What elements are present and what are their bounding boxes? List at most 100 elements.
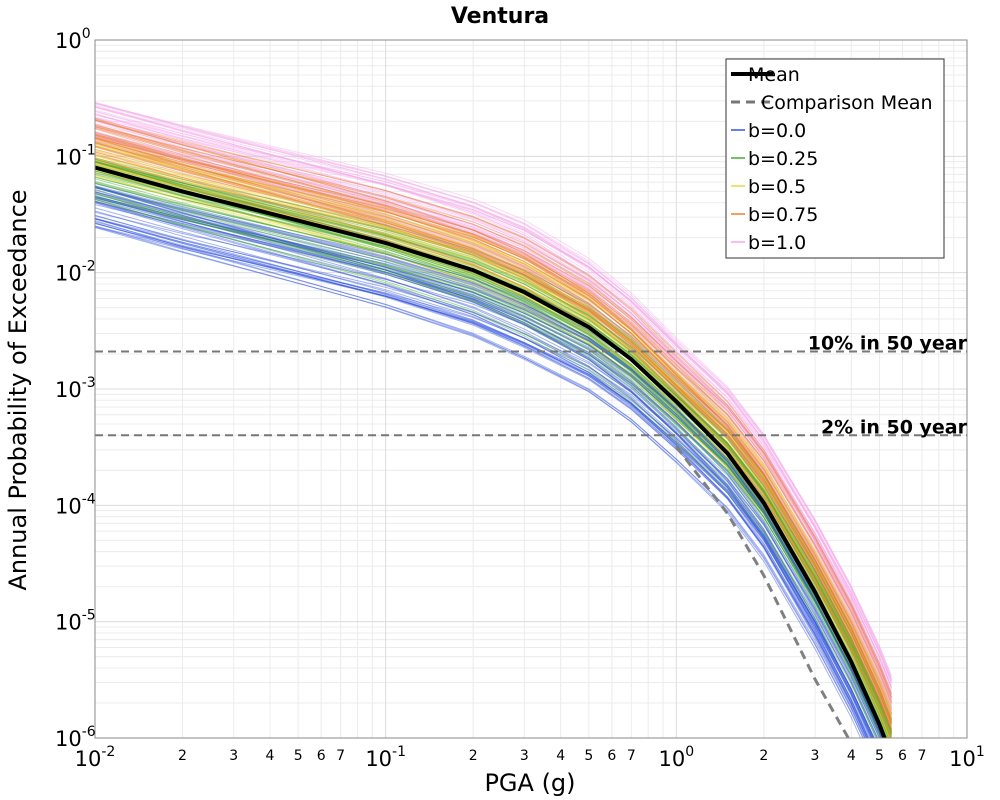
- branch-curve: [95, 218, 873, 738]
- branch-curve: [95, 192, 884, 738]
- branch-curve: [95, 186, 869, 738]
- branch-curve: [95, 160, 892, 722]
- branch-curve: [95, 197, 883, 738]
- branch-curve: [95, 110, 892, 709]
- legend-b05-label: b=0.5: [748, 176, 806, 198]
- legend-b1-label: b=1.0: [748, 232, 806, 254]
- branch-curve: [95, 106, 892, 681]
- y-axis-ticks: 100 10-1 10-2 10-3 10-4 10-5 10-6: [55, 26, 96, 751]
- branch-curve: [95, 111, 892, 684]
- branch-curve: [95, 159, 892, 738]
- branch-curve: [95, 196, 892, 738]
- branch-curve: [95, 197, 883, 738]
- branch-curve: [95, 197, 892, 734]
- branch-curve: [95, 120, 892, 698]
- branch-curve: [95, 191, 874, 738]
- x-minor-tick-label: 3: [520, 748, 529, 764]
- branch-curve: [95, 138, 892, 733]
- legend-b075-label: b=0.75: [748, 204, 818, 226]
- branch-curve: [95, 201, 883, 738]
- branch-curve: [95, 119, 892, 727]
- branch-curve: [95, 128, 892, 733]
- branch-curve: [95, 226, 879, 738]
- branch-curve: [95, 102, 892, 681]
- branch-curve: [95, 168, 884, 738]
- branch-curve: [95, 227, 866, 738]
- branch-curve: [95, 163, 892, 722]
- branch-curve: [95, 146, 892, 725]
- x-minor-tick-label: 7: [918, 748, 927, 764]
- branch-curve: [95, 136, 892, 738]
- branch-curve: [95, 134, 892, 700]
- legend-comparison-label: Comparison Mean: [761, 92, 933, 114]
- branch-curve: [95, 101, 892, 699]
- branch-curve: [95, 186, 872, 738]
- branch-curve: [95, 170, 884, 738]
- branch-curve: [95, 160, 892, 731]
- branch-curve: [95, 174, 885, 738]
- branch-curve: [95, 131, 892, 715]
- x-minor-tick-label: 7: [627, 748, 636, 764]
- branch-curve: [95, 103, 892, 695]
- y-major-tick-label: 10-6: [55, 724, 96, 751]
- branch-curve: [95, 134, 892, 727]
- branch-curve: [95, 113, 892, 677]
- branch-curve: [95, 218, 870, 738]
- branch-curve: [95, 186, 884, 738]
- branch-curve: [95, 166, 892, 730]
- legend-box: [725, 58, 945, 259]
- branch-curve: [95, 136, 892, 735]
- branch-curve: [95, 137, 892, 694]
- branch-curve: [95, 158, 892, 716]
- branch-curve: [95, 126, 892, 723]
- x-minor-tick-label: 2: [178, 748, 187, 764]
- branch-curve: [95, 137, 892, 704]
- branch-curve: [95, 143, 892, 738]
- branch-curve: [95, 221, 873, 738]
- branch-curve: [95, 139, 892, 724]
- branch-curve: [95, 114, 892, 683]
- x-major-tick-label: 10-1: [365, 744, 406, 771]
- y-major-tick-label: 10-3: [55, 375, 96, 402]
- x-minor-tick-label: 4: [266, 748, 275, 764]
- branch-curve: [95, 170, 885, 738]
- x-minor-tick-label: 5: [875, 748, 884, 764]
- x-minor-tick-label: 7: [336, 748, 345, 764]
- branch-curve: [95, 113, 892, 722]
- y-major-tick-label: 10-2: [55, 259, 96, 286]
- y-major-tick-label: 10-5: [55, 608, 96, 635]
- branch-curve: [95, 127, 892, 707]
- branch-curve: [95, 150, 892, 735]
- branch-curve: [95, 164, 892, 716]
- branch-curve: [95, 144, 892, 705]
- branch-curve: [95, 176, 892, 732]
- x-minor-tick-label: 2: [759, 748, 768, 764]
- branch-curve: [95, 158, 884, 738]
- branch-curve: [95, 193, 883, 738]
- branch-curve: [95, 119, 892, 695]
- branch-curve: [95, 204, 884, 738]
- branch-curve: [95, 191, 884, 738]
- branch-curve: [95, 117, 892, 702]
- y-major-tick-label: 10-4: [55, 491, 96, 518]
- branch-curve: [95, 134, 892, 720]
- branch-curve: [95, 163, 890, 738]
- branch-curve: [95, 106, 892, 703]
- branch-curve: [95, 132, 892, 688]
- x-minor-tick-label: 4: [847, 748, 856, 764]
- branch-curve: [95, 116, 892, 679]
- branch-curve: [95, 146, 892, 716]
- branch-curve: [95, 123, 892, 731]
- x-minor-tick-label: 4: [556, 748, 565, 764]
- branch-curve: [95, 137, 892, 738]
- branch-curve: [95, 120, 892, 714]
- branch-curve: [95, 106, 892, 689]
- legend: Mean Comparison Mean b=0.0 b=0.25 b=0.5 …: [725, 58, 945, 259]
- branch-curve: [95, 166, 883, 738]
- branch-curve: [95, 145, 890, 738]
- legend-b025-label: b=0.25: [748, 148, 818, 170]
- branch-curve: [95, 132, 892, 724]
- mean-series: [95, 165, 887, 738]
- annotation-label: 2% in 50 year: [821, 416, 968, 438]
